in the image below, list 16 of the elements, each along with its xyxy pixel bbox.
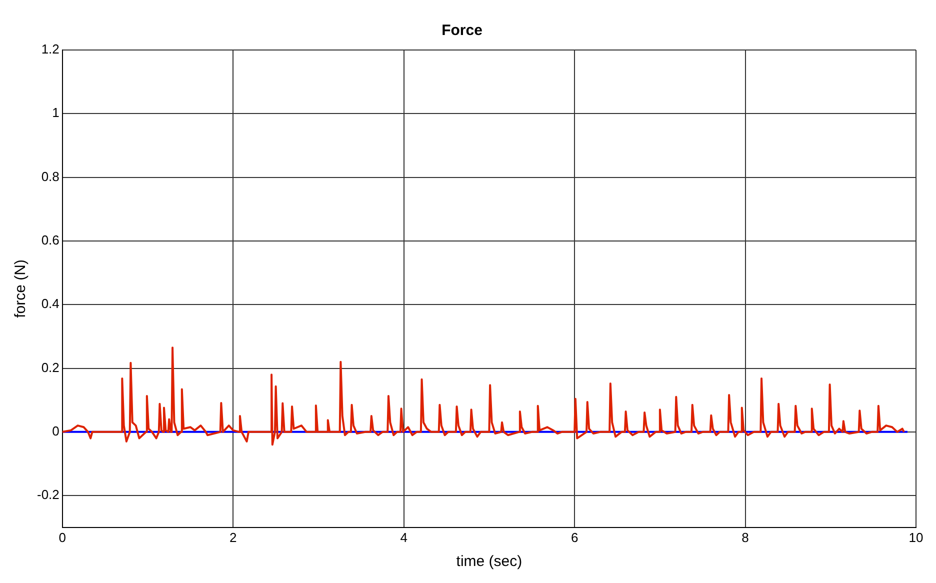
chart-title: Force [442,22,482,40]
y-tick-label: 0.2 [41,360,60,375]
y-tick-label: -0.2 [36,487,60,502]
x-tick-label: 6 [570,530,578,545]
x-tick-label: 4 [400,530,408,545]
y-tick-label: 0 [52,424,60,438]
x-tick-label: 2 [230,530,237,545]
y-tick-label: 0.4 [41,296,60,312]
x-axis-title: time (sec) [456,553,522,570]
x-tick-label: 10 [908,530,924,545]
y-tick-label: 0.8 [41,168,60,184]
y-tick-label: 1.2 [41,42,60,57]
y-tick-label: 1 [52,105,60,120]
y-axis-title: force (N) [12,260,30,318]
x-tick-label: 8 [742,530,749,545]
y-tick-label: 0.6 [41,232,60,248]
